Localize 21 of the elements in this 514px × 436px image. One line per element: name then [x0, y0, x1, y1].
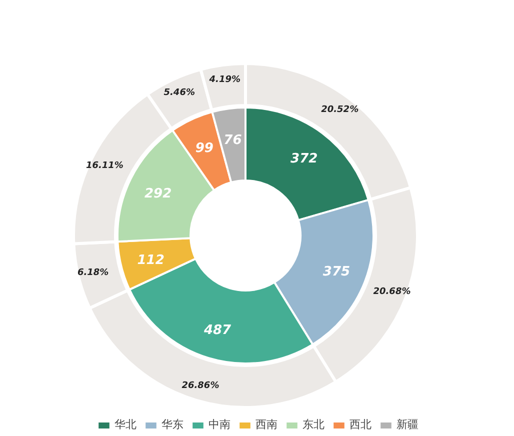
legend-label: 西北	[350, 417, 372, 432]
data-label: 99	[195, 141, 214, 156]
legend-label: 西南	[256, 417, 278, 432]
legend-label: 华北	[114, 417, 136, 432]
data-label: 4.19%	[208, 74, 241, 85]
data-label: 16.11%	[86, 161, 124, 172]
data-label: 372	[290, 152, 318, 167]
legend-label: 新疆	[396, 417, 418, 432]
data-label: 112	[137, 252, 164, 268]
data-label: 76	[224, 132, 242, 148]
data-label: 487	[202, 322, 232, 338]
legend-label: 中南	[208, 417, 230, 432]
legend-label: 华东	[162, 417, 184, 432]
data-label: 26.86%	[182, 380, 220, 391]
data-label: 20.68%	[373, 287, 411, 298]
data-label: 5.46%	[164, 88, 195, 98]
data-label: 6.18%	[77, 268, 109, 278]
data-label: 20.52%	[321, 105, 359, 116]
legend-label: 东北	[302, 417, 324, 432]
data-label: 292	[144, 186, 172, 202]
data-label: 375	[322, 264, 350, 280]
